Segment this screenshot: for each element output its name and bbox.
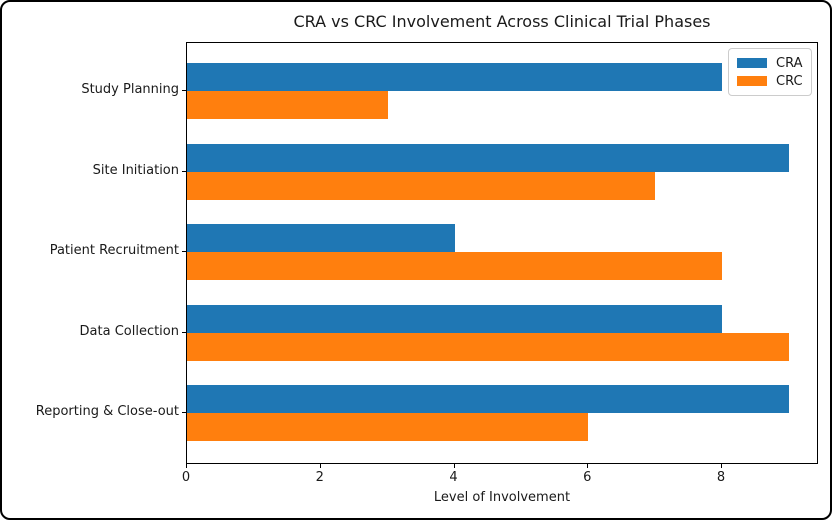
- bar-crc-patient-recruitment: [187, 252, 723, 280]
- x-tick-label: 2: [315, 470, 324, 485]
- x-tick-mark: [319, 464, 321, 468]
- plot-area: [186, 42, 818, 464]
- x-tick-label: 8: [716, 470, 726, 485]
- legend-swatch-crc: [737, 76, 767, 86]
- legend-label: CRA: [776, 55, 803, 71]
- y-category-label: Study Planning: [81, 82, 179, 97]
- legend-swatch-cra: [737, 58, 767, 68]
- legend-entry-crc: CRC: [737, 72, 803, 90]
- x-tick-label: 0: [181, 470, 191, 485]
- x-tick-mark: [186, 464, 187, 468]
- bar-cra-data-collection: [187, 304, 723, 333]
- x-tick-label: 6: [583, 470, 592, 485]
- bar-cra-reporting-close-out: [187, 385, 789, 413]
- y-category-label: Reporting & Close-out: [35, 404, 179, 419]
- bar-crc-reporting-close-out: [187, 413, 589, 441]
- bar-crc-study-planning: [187, 91, 388, 119]
- x-tick-mark: [721, 464, 723, 468]
- y-tick-mark: [182, 251, 186, 252]
- x-tick-mark: [453, 464, 455, 468]
- y-tick-mark: [182, 331, 186, 333]
- legend-label: CRC: [776, 73, 803, 89]
- y-tick-mark: [182, 412, 186, 413]
- bar-crc-data-collection: [187, 332, 789, 361]
- x-tick-mark: [587, 464, 589, 468]
- y-category-label: Data Collection: [79, 323, 179, 339]
- chart-title: CRA vs CRC Involvement Across Clinical T…: [293, 12, 711, 31]
- bar-cra-study-planning: [187, 63, 723, 91]
- y-tick-mark: [182, 90, 186, 91]
- y-category-label: Patient Recruitment: [49, 243, 179, 258]
- bar-cra-patient-recruitment: [187, 224, 455, 252]
- y-category-label: Site Initiation: [92, 162, 179, 178]
- x-axis-label: Level of Involvement: [433, 490, 571, 505]
- x-tick-label: 4: [449, 470, 458, 485]
- bar-cra-site-initiation: [187, 143, 789, 172]
- bar-crc-site-initiation: [187, 171, 656, 200]
- y-tick-mark: [182, 170, 186, 172]
- legend: CRA CRC: [728, 48, 812, 96]
- legend-entry-cra: CRA: [737, 54, 803, 72]
